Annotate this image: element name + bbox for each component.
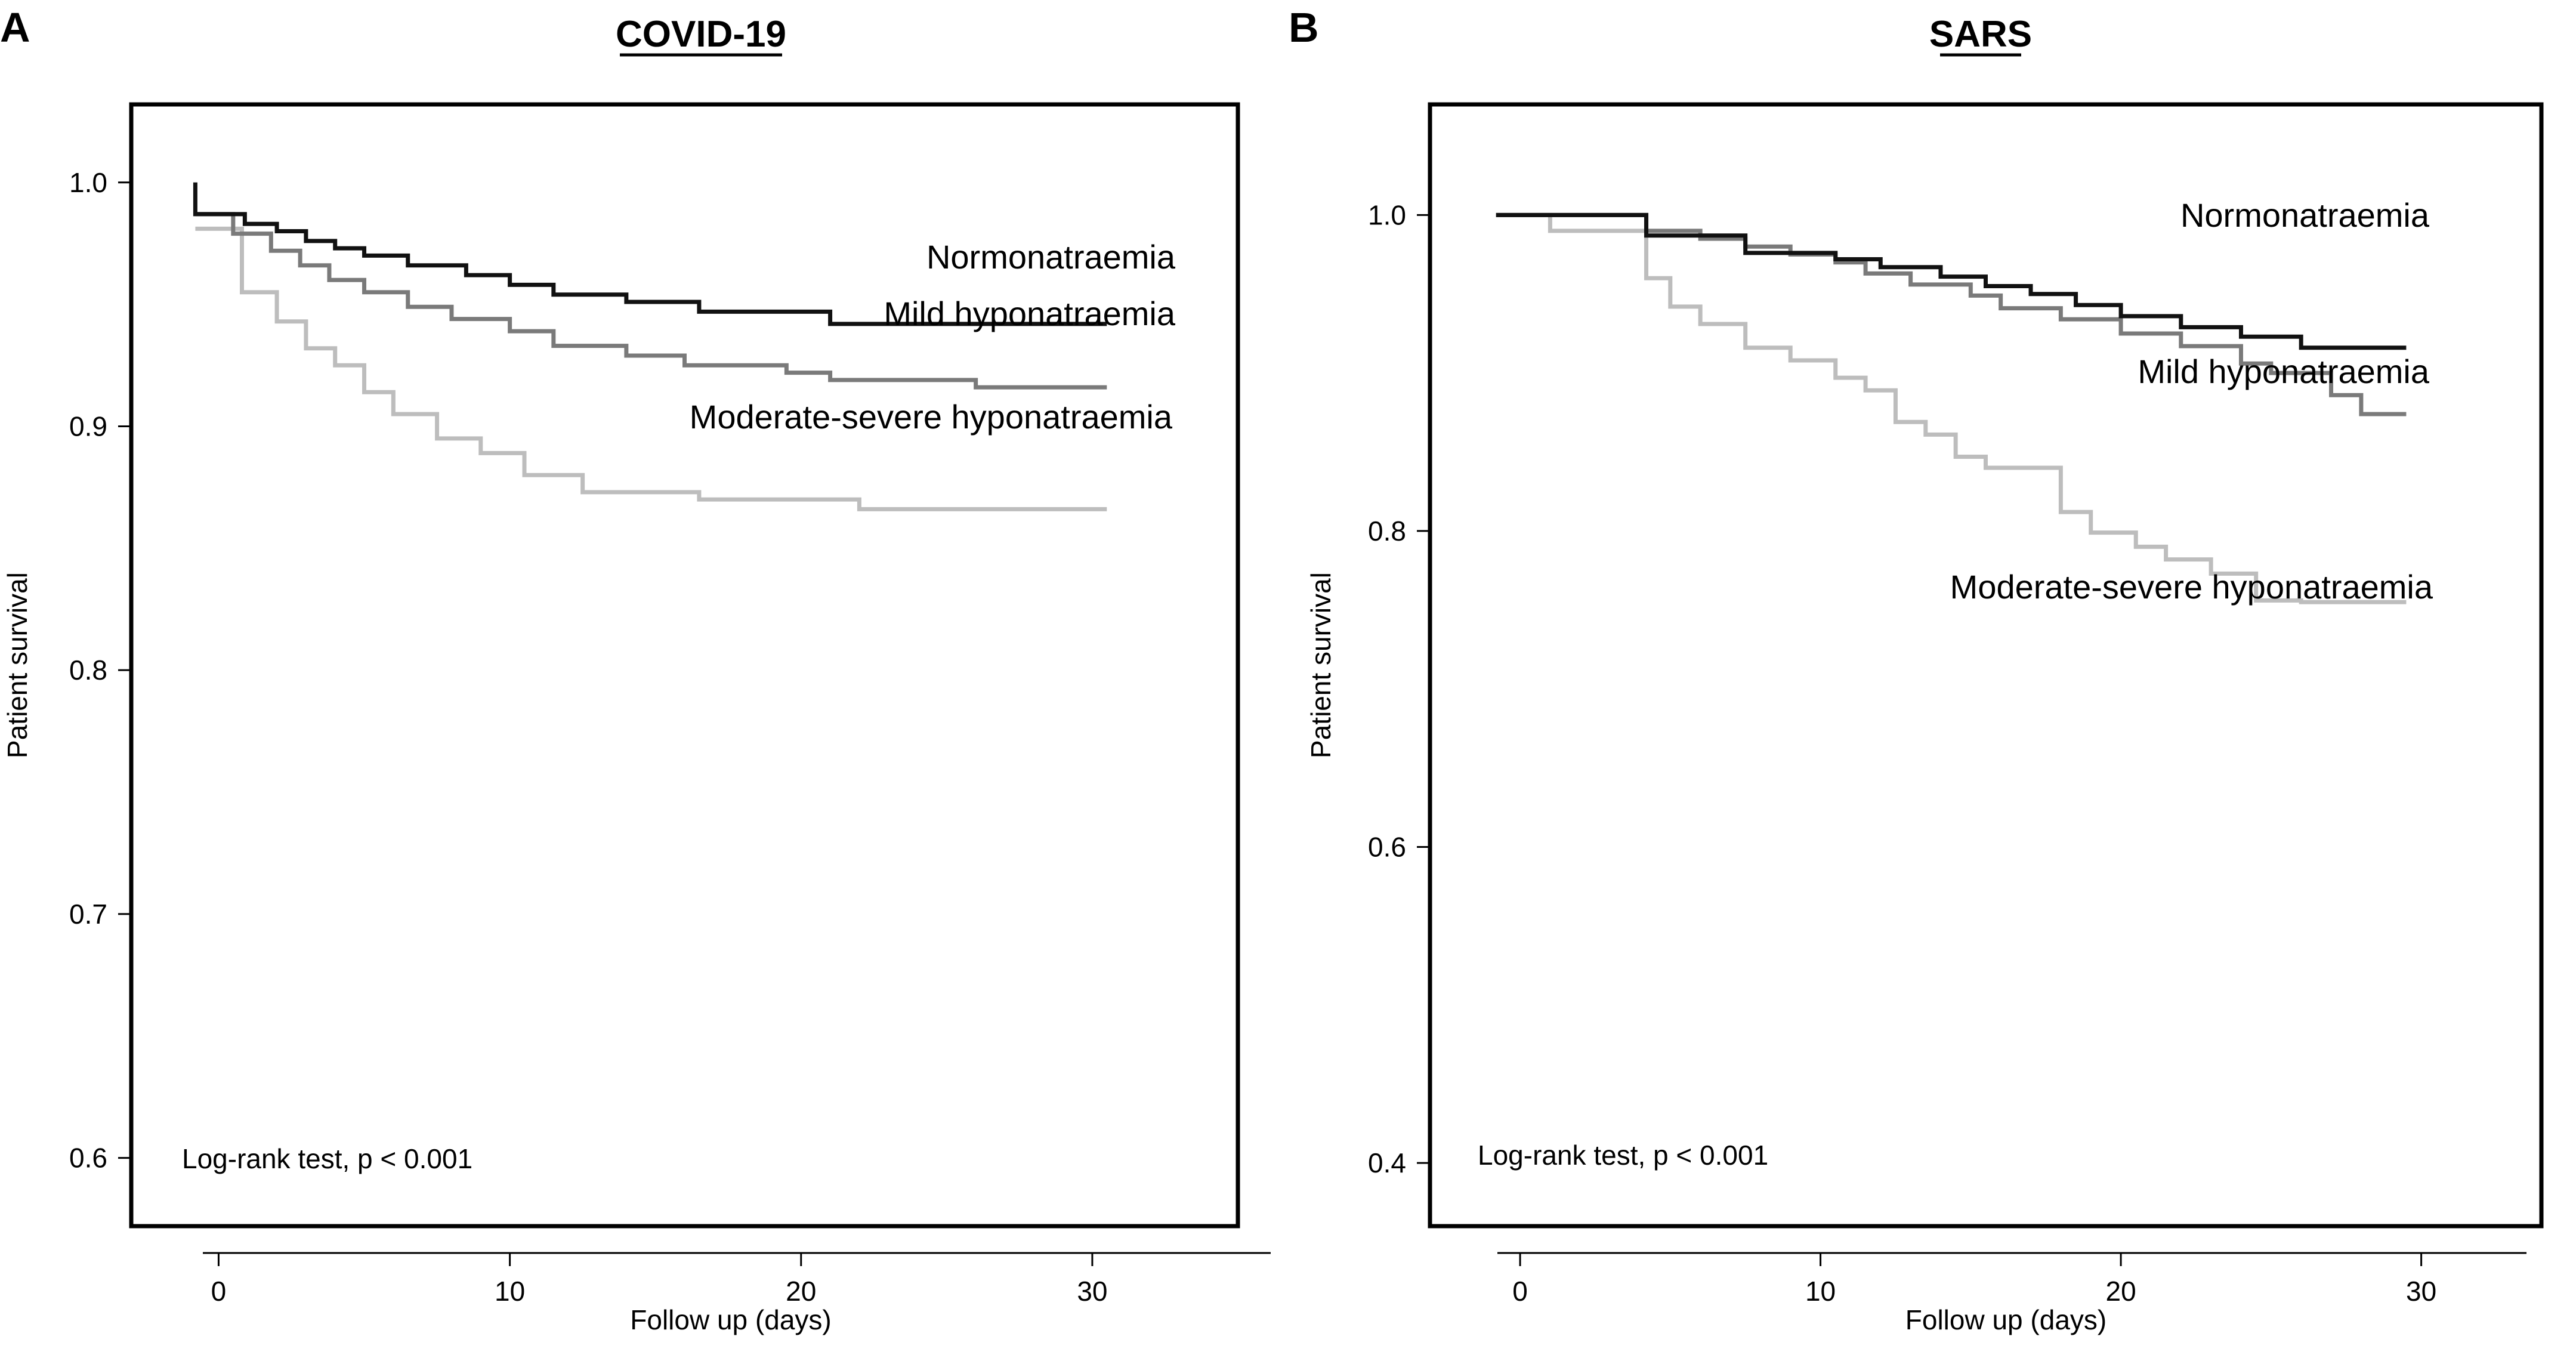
x-tick-label: 0 — [1512, 1276, 1528, 1307]
plot-frame — [129, 102, 1240, 1229]
survival-curve-moderate-severe-hyponatraemia — [1496, 212, 2407, 604]
x-axis-label: Follow up (days) — [1905, 1304, 2106, 1335]
log-rank-annotation: Log-rank test, p < 0.001 — [182, 1143, 472, 1174]
plot-frame — [1428, 102, 2544, 1229]
curve-label-mild-hyponatraemia: Mild hyponatraemia — [2138, 353, 2430, 390]
y-tick-label: 0.8 — [69, 655, 107, 686]
x-tick-label: 0 — [211, 1276, 227, 1307]
x-tick-label: 10 — [495, 1276, 525, 1307]
chart-title: SARS — [1929, 14, 2032, 55]
y-tick-label: 1.0 — [1368, 199, 1406, 230]
y-axis-label: Patient survival — [1305, 572, 1336, 758]
x-tick-label: 10 — [1805, 1276, 1836, 1307]
panel-b-sars: B SARS 0 10 20 30 Follow up (days) 0.4 0.6 0.8 1.0… — [1289, 4, 2544, 1335]
curve-label-normonatraemia: Normonatraemia — [926, 238, 1176, 276]
survival-curve-moderate-severe-hyponatraemia — [195, 226, 1107, 511]
y-tick-label: 0.8 — [1368, 516, 1406, 547]
survival-curve-normonatraemia — [193, 182, 1107, 326]
panel-letter: B — [1289, 4, 1319, 51]
y-tick-label: 0.4 — [1368, 1147, 1406, 1178]
panel-letter: A — [0, 4, 30, 51]
y-tick-label: 0.6 — [69, 1143, 107, 1174]
survival-curve-mild-hyponatraemia — [195, 212, 1107, 390]
curve-label-mild-hyponatraemia: Mild hyponatraemia — [884, 295, 1176, 332]
x-tick-label: 20 — [786, 1276, 816, 1307]
survival-curve-normonatraemia — [1496, 212, 2407, 350]
x-axis-label: Follow up (days) — [630, 1304, 831, 1335]
y-tick-label: 0.7 — [69, 899, 107, 930]
curve-label-moderate-severe-hyponatraemia: Moderate-severe hyponatraemia — [690, 398, 1173, 436]
y-tick-label: 1.0 — [69, 167, 107, 198]
x-tick-label: 20 — [2105, 1276, 2136, 1307]
curve-label-normonatraemia: Normonatraemia — [2180, 196, 2430, 234]
log-rank-annotation: Log-rank test, p < 0.001 — [1478, 1140, 1768, 1171]
panel-a-covid-19: A COVID-19 0 10 20 30 Follow up (days) 0.6 0.7 0.… — [0, 4, 1271, 1335]
x-tick-label: 30 — [2406, 1276, 2436, 1307]
y-axis-label: Patient survival — [2, 572, 33, 758]
y-tick-label: 0.6 — [1368, 832, 1406, 863]
y-tick-label: 0.9 — [69, 411, 107, 442]
chart-title: COVID-19 — [616, 14, 786, 55]
curve-label-moderate-severe-hyponatraemia: Moderate-severe hyponatraemia — [1950, 568, 2433, 606]
x-tick-label: 30 — [1077, 1276, 1107, 1307]
